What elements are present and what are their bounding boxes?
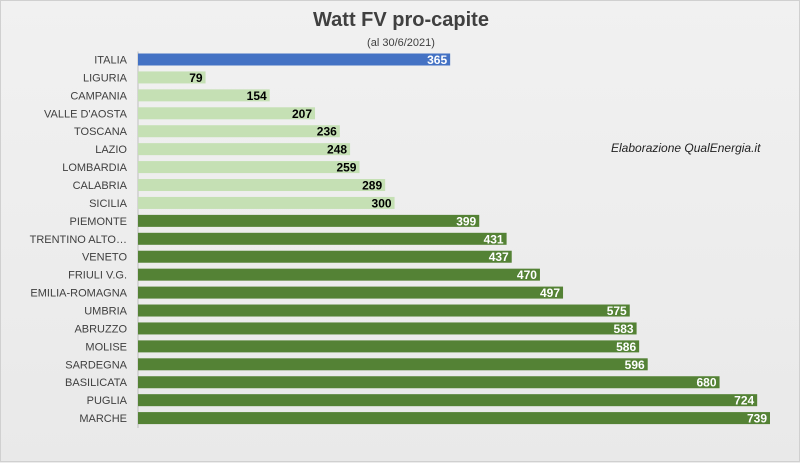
data-label: 365 [427, 53, 447, 67]
data-label: 596 [625, 358, 645, 372]
chart-title: Watt FV pro-capite [313, 9, 489, 31]
category-label: VENETO [82, 252, 127, 264]
category-label: SICILIA [89, 198, 128, 210]
data-label: 259 [336, 161, 356, 175]
category-label: FRIULI V.G. [68, 270, 127, 282]
data-label: 300 [372, 196, 392, 210]
bar [138, 53, 451, 66]
bar [138, 107, 316, 120]
bar [138, 340, 640, 353]
bar [138, 322, 637, 335]
bar [138, 143, 351, 156]
category-label: MOLISE [85, 341, 127, 353]
category-label: CALABRIA [73, 180, 128, 192]
bar [138, 125, 340, 138]
chart-subtitle: (al 30/6/2021) [367, 37, 435, 49]
category-label: VALLE D'AOSTA [44, 108, 128, 120]
bar [138, 89, 270, 102]
bar [138, 196, 395, 209]
data-label: 289 [362, 179, 382, 193]
bar [138, 71, 206, 84]
category-label: ABRUZZO [74, 323, 127, 335]
annotation-credit: Elaborazione QualEnergia.it [611, 141, 761, 155]
data-label: 497 [540, 286, 560, 300]
data-label: 79 [189, 71, 203, 85]
bar [138, 232, 507, 245]
data-label: 154 [247, 89, 267, 103]
bar [138, 179, 386, 192]
category-label: TOSCANA [74, 126, 128, 138]
data-label: 586 [616, 340, 636, 354]
category-label: MARCHE [79, 413, 127, 425]
data-label: 248 [327, 143, 347, 157]
bar [138, 250, 512, 263]
category-label: LOMBARDIA [62, 162, 127, 174]
data-label: 724 [734, 394, 754, 408]
data-label: 575 [607, 304, 627, 318]
bar [138, 394, 758, 407]
category-label: UMBRIA [84, 306, 127, 318]
bar [138, 412, 770, 425]
bar [138, 376, 720, 389]
data-label: 739 [747, 412, 767, 426]
bar [138, 161, 360, 174]
category-label: BASILICATA [65, 377, 128, 389]
category-label: LIGURIA [83, 72, 128, 84]
bar [138, 286, 564, 299]
data-label: 470 [517, 268, 537, 282]
category-label: LAZIO [95, 144, 127, 156]
bar [138, 268, 540, 281]
data-label: 583 [614, 322, 634, 336]
bar [138, 358, 648, 371]
category-label: EMILIA-ROMAGNA [30, 288, 127, 300]
data-label: 437 [489, 250, 509, 264]
category-label: PUGLIA [87, 395, 128, 407]
bar [138, 304, 630, 317]
category-label: TRENTINO ALTO… [30, 234, 127, 246]
category-label: PIEMONTE [70, 216, 127, 228]
data-label: 431 [484, 232, 504, 246]
data-label: 236 [317, 125, 337, 139]
data-label: 207 [292, 107, 312, 121]
category-label: SARDEGNA [65, 359, 127, 371]
data-label: 399 [456, 214, 476, 228]
data-label: 680 [697, 376, 717, 390]
category-label: ITALIA [94, 55, 127, 67]
bar [138, 214, 480, 227]
category-label: CAMPANIA [70, 90, 127, 102]
